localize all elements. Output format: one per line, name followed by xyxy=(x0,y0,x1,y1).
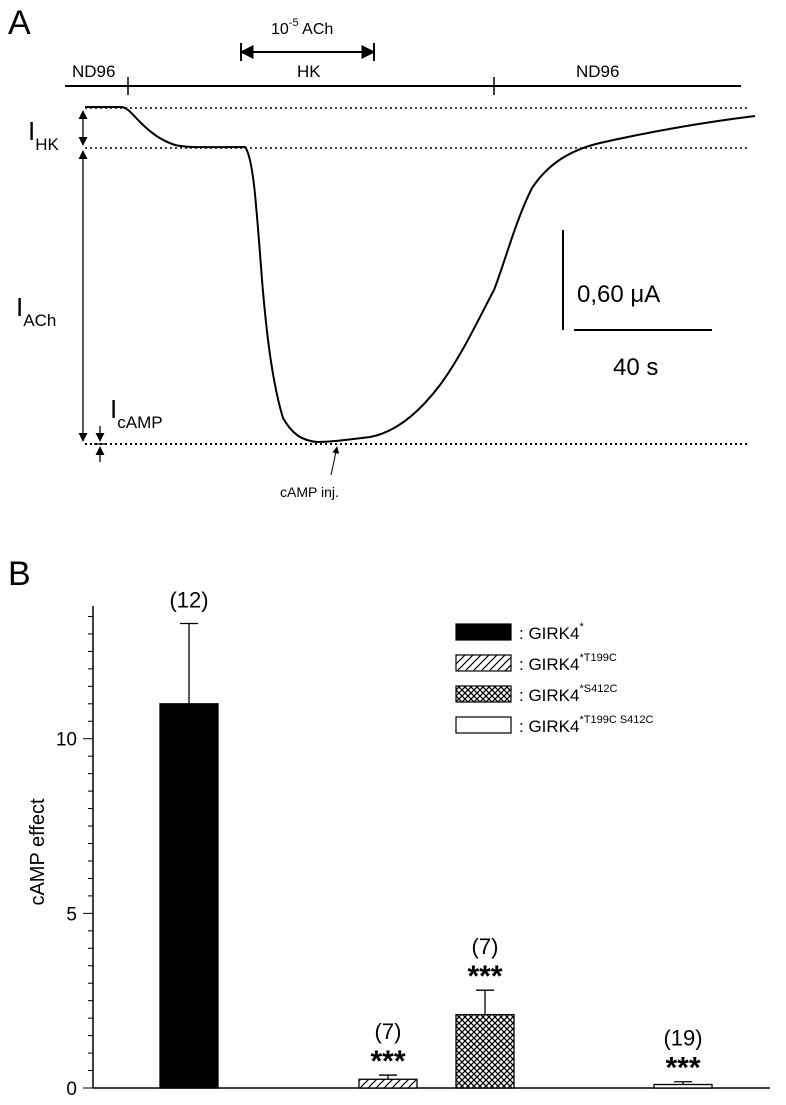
legend: : GIRK4* : GIRK4*T199C : GIRK4*S412C : GIRK… xyxy=(455,621,654,736)
current-measurement-arrows xyxy=(78,110,106,462)
legend-swatch-3 xyxy=(455,685,512,703)
legend-swatch-1 xyxy=(455,623,512,641)
bar-4 xyxy=(653,1083,713,1089)
panel-a: A 10-5 ACh ND96 HK ND96 xyxy=(8,4,756,500)
significance-label-4: *** xyxy=(665,1052,700,1085)
label-i-ach: IACh xyxy=(16,292,56,330)
legend-label-4: : GIRK4*T199C S412C xyxy=(519,714,654,736)
legend-label-1: : GIRK4* xyxy=(519,621,584,643)
significance-label-3: *** xyxy=(467,960,502,993)
camp-injection-label: cAMP inj. xyxy=(280,484,339,500)
chart-bars: (12)***(7)***(7)***(19) xyxy=(159,587,713,1089)
n-label-3: (7) xyxy=(472,934,499,959)
ach-application-bar xyxy=(239,43,376,61)
current-trace xyxy=(85,106,756,444)
panel-b-label: B xyxy=(8,555,31,593)
y-axis-title: cAMP effect xyxy=(27,798,49,906)
significance-label-2: *** xyxy=(370,1045,405,1078)
y-tick-label: 5 xyxy=(66,904,77,925)
label-i-hk: IHK xyxy=(28,116,60,154)
scale-time-label: 40 s xyxy=(613,354,658,381)
bar-2 xyxy=(358,1078,418,1089)
legend-swatch-4 xyxy=(455,716,512,734)
y-tick-label: 0 xyxy=(66,1079,77,1100)
n-label-1: (12) xyxy=(169,587,208,612)
solution-label-nd96-start: ND96 xyxy=(72,62,115,81)
bar-3 xyxy=(455,1014,515,1089)
scale-bars xyxy=(562,230,712,331)
panel-a-label: A xyxy=(8,4,31,42)
solution-label-nd96-end: ND96 xyxy=(576,62,619,81)
legend-label-2: : GIRK4*T199C xyxy=(519,652,617,674)
bar-1 xyxy=(159,703,219,1089)
n-label-4: (19) xyxy=(663,1026,702,1051)
y-tick-label: 10 xyxy=(56,730,77,751)
camp-injection-arrow xyxy=(330,446,340,476)
legend-label-3: : GIRK4*S412C xyxy=(519,683,617,705)
ach-concentration-label: 10-5 ACh xyxy=(271,17,333,38)
solution-bar xyxy=(65,77,741,95)
scale-current-label: 0,60 μA xyxy=(577,281,660,308)
label-i-camp: IcAMP xyxy=(110,394,163,432)
legend-swatch-2 xyxy=(455,654,512,672)
n-label-2: (7) xyxy=(375,1019,402,1044)
solution-label-hk: HK xyxy=(297,62,321,81)
